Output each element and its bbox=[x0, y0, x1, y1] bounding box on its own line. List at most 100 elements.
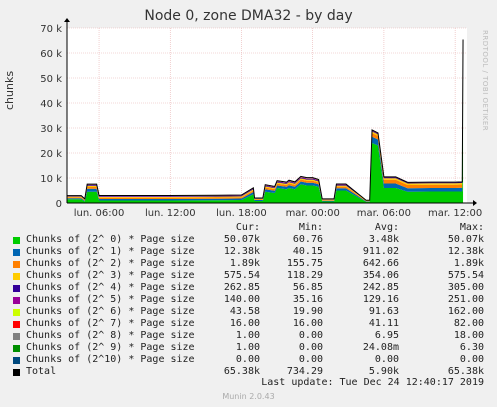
total-line bbox=[67, 39, 464, 201]
legend-cur-value: 140.00 bbox=[223, 294, 260, 305]
legend-max-value: 305.00 bbox=[447, 282, 484, 293]
legend-min-value: 0.00 bbox=[298, 330, 323, 341]
legend-min-value: 60.76 bbox=[292, 234, 323, 245]
y-tick-label: 40 k bbox=[40, 99, 62, 110]
legend-row: Chunks of (2^ 7) * Page size 16.00 16.00 41… bbox=[0, 318, 497, 330]
legend-min-value: 56.85 bbox=[292, 282, 323, 293]
legend-header: Cur: Min: Avg: Max: bbox=[0, 222, 497, 234]
legend-cur-value: 1.89k bbox=[229, 258, 260, 269]
legend-max-value: 162.00 bbox=[447, 306, 484, 317]
legend-row: Chunks of (2^ 1) * Page size 12.38k 40.15 9… bbox=[0, 246, 497, 258]
legend-avg-value: 129.16 bbox=[362, 294, 399, 305]
legend-avg-value: 242.85 bbox=[362, 282, 399, 293]
legend-min-value: 0.00 bbox=[298, 342, 323, 353]
legend-label: Chunks of (2^ 6) * Page size bbox=[26, 306, 195, 317]
legend-label: Chunks of (2^10) * Page size bbox=[26, 354, 195, 365]
y-tick-label: 10 k bbox=[40, 174, 62, 185]
y-tick-label: 70 k bbox=[40, 24, 62, 35]
header-max: Max: bbox=[459, 222, 484, 233]
legend-min-value: 35.16 bbox=[292, 294, 323, 305]
legend-swatch bbox=[13, 357, 20, 364]
legend-max-value: 575.54 bbox=[447, 270, 484, 281]
rrdtool-watermark: RRDTOOL / TOBI OETIKER bbox=[481, 30, 489, 132]
legend-min-value: 40.15 bbox=[292, 246, 323, 257]
y-tick-label: 30 k bbox=[40, 124, 62, 135]
y-tick-label: 0 bbox=[56, 199, 62, 210]
legend-avg-value: 0.00 bbox=[374, 354, 399, 365]
legend-label: Chunks of (2^ 2) * Page size bbox=[26, 258, 195, 269]
x-axis-arrow bbox=[473, 200, 477, 206]
legend-label: Chunks of (2^ 1) * Page size bbox=[26, 246, 195, 257]
legend-row: Chunks of (2^ 0) * Page size 50.07k 60.76 3… bbox=[0, 234, 497, 246]
legend-label: Chunks of (2^ 8) * Page size bbox=[26, 330, 195, 341]
legend-cur-value: 43.58 bbox=[229, 306, 260, 317]
legend-avg-value: 41.11 bbox=[368, 318, 399, 329]
legend-label: Chunks of (2^ 9) * Page size bbox=[26, 342, 195, 353]
legend-avg-value: 6.95 bbox=[374, 330, 399, 341]
legend-swatch bbox=[13, 237, 20, 244]
legend-row: Chunks of (2^ 6) * Page size 43.58 19.90 91… bbox=[0, 306, 497, 318]
legend-swatch bbox=[13, 333, 20, 340]
legend-max-value: 50.07k bbox=[447, 234, 484, 245]
header-avg: Avg: bbox=[374, 222, 399, 233]
legend-min-value: 16.00 bbox=[292, 318, 323, 329]
legend-swatch bbox=[13, 297, 20, 304]
plot-background bbox=[67, 28, 467, 203]
x-tick-label: mar. 00:00 bbox=[286, 208, 340, 219]
legend-swatch bbox=[13, 321, 20, 328]
legend-label: Chunks of (2^ 5) * Page size bbox=[26, 294, 195, 305]
legend-avg-value: 642.66 bbox=[362, 258, 399, 269]
legend-cur-value: 50.07k bbox=[223, 234, 260, 245]
legend-avg-value: 91.63 bbox=[368, 306, 399, 317]
legend-row: Chunks of (2^ 2) * Page size 1.89k 155.75 6… bbox=[0, 258, 497, 270]
series-area bbox=[67, 42, 464, 202]
header-cur: Cur: bbox=[235, 222, 260, 233]
legend-label: Total bbox=[26, 366, 57, 377]
legend-label: Chunks of (2^ 0) * Page size bbox=[26, 234, 195, 245]
legend-cur-value: 0.00 bbox=[235, 354, 260, 365]
legend-row: Chunks of (2^ 3) * Page size 575.54 118.29… bbox=[0, 270, 497, 282]
x-tick-label: mar. 06:00 bbox=[357, 208, 411, 219]
x-tick-label: lun. 06:00 bbox=[74, 208, 125, 219]
legend-row: Chunks of (2^ 9) * Page size 1.00 0.00 24.0… bbox=[0, 342, 497, 354]
x-tick-label: lun. 18:00 bbox=[216, 208, 267, 219]
legend-row: Chunks of (2^ 4) * Page size 262.85 56.85 2… bbox=[0, 282, 497, 294]
legend-row: Chunks of (2^ 8) * Page size 1.00 0.00 6.95… bbox=[0, 330, 497, 342]
legend-min-value: 0.00 bbox=[298, 354, 323, 365]
y-tick-label: 20 k bbox=[40, 149, 62, 160]
graph-title: Node 0, zone DMA32 - by day bbox=[144, 8, 353, 24]
x-tick-label: mar. 12:00 bbox=[428, 208, 482, 219]
y-tick-label: 50 k bbox=[40, 74, 62, 85]
legend-row: Chunks of (2^ 5) * Page size 140.00 35.16 1… bbox=[0, 294, 497, 306]
y-tick-label: 60 k bbox=[40, 49, 62, 60]
header-min: Min: bbox=[298, 222, 323, 233]
legend-swatch bbox=[13, 369, 20, 376]
legend-max-value: 18.00 bbox=[453, 330, 484, 341]
x-tick-label: lun. 12:00 bbox=[145, 208, 196, 219]
legend-swatch bbox=[13, 345, 20, 352]
legend-max-value: 82.00 bbox=[453, 318, 484, 329]
legend-avg-value: 354.06 bbox=[362, 270, 399, 281]
legend-max-value: 251.00 bbox=[447, 294, 484, 305]
legend-avg-value: 911.02 bbox=[362, 246, 399, 257]
chart-area: 0 10 k 20 k 30 k 40 k 50 k 60 k 70 k lun. 06:00 l… bbox=[40, 18, 482, 219]
legend-swatch bbox=[13, 261, 20, 268]
legend-swatch bbox=[13, 309, 20, 316]
legend-cur-value: 1.00 bbox=[235, 330, 260, 341]
legend-cur-value: 575.54 bbox=[223, 270, 260, 281]
legend-swatch bbox=[13, 285, 20, 292]
legend-cur-value: 1.00 bbox=[235, 342, 260, 353]
legend-avg-value: 5.90k bbox=[368, 366, 399, 377]
munin-version: Munin 2.0.43 bbox=[222, 392, 275, 401]
legend-cur-value: 16.00 bbox=[229, 318, 260, 329]
legend-min-value: 734.29 bbox=[286, 366, 323, 377]
legend-cur-value: 262.85 bbox=[223, 282, 260, 293]
legend-max-value: 65.38k bbox=[447, 366, 484, 377]
legend-label: Chunks of (2^ 3) * Page size bbox=[26, 270, 195, 281]
legend-avg-value: 24.08m bbox=[362, 342, 399, 353]
legend-avg-value: 3.48k bbox=[368, 234, 399, 245]
legend-max-value: 6.30 bbox=[459, 342, 484, 353]
legend-max-value: 0.00 bbox=[459, 354, 484, 365]
legend-label: Chunks of (2^ 4) * Page size bbox=[26, 282, 195, 293]
